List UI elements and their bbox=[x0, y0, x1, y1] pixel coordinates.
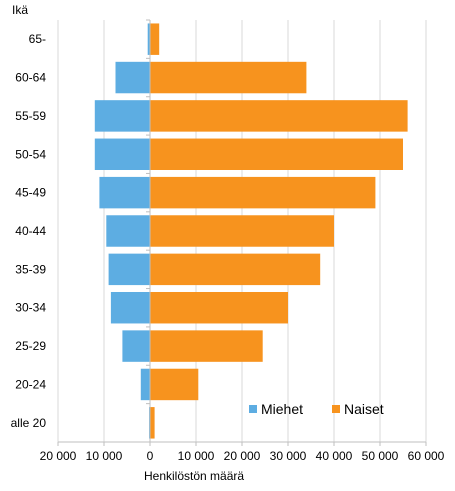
y-tick-label-0: 65- bbox=[29, 32, 46, 46]
y-tick-label-1: 60-64 bbox=[15, 71, 46, 85]
y-tick-label-7: 30-34 bbox=[15, 301, 46, 315]
x-axis-title: Henkilöstön määrä bbox=[144, 469, 244, 483]
legend-label-naiset: Naiset bbox=[344, 401, 384, 417]
bar-miehet-2 bbox=[94, 100, 150, 132]
bar-naiset-3 bbox=[150, 138, 403, 171]
x-tick-label-5: 30 000 bbox=[270, 449, 307, 463]
bar-miehet-4 bbox=[99, 176, 150, 209]
x-tick-label-4: 20 000 bbox=[224, 449, 261, 463]
x-tick-label-1: 10 000 bbox=[86, 449, 123, 463]
tick-labels: 65- 60-64 55-59 50-54 45-49 40-44 35-39 30-34 25… bbox=[11, 32, 445, 463]
x-tick-label-0: 20 000 bbox=[40, 449, 77, 463]
y-tick-label-10: alle 20 bbox=[11, 416, 47, 430]
y-tick-label-6: 35-39 bbox=[15, 262, 46, 276]
x-tick-label-7: 50 000 bbox=[362, 449, 399, 463]
legend-swatch-miehet bbox=[249, 405, 257, 413]
bar-miehet-5 bbox=[106, 215, 150, 247]
bar-miehet-0 bbox=[147, 23, 150, 55]
bars bbox=[94, 23, 408, 439]
bar-naiset-9 bbox=[150, 368, 199, 401]
bar-miehet-1 bbox=[115, 61, 150, 94]
bar-naiset-1 bbox=[150, 61, 307, 94]
bar-naiset-4 bbox=[150, 176, 376, 209]
bar-miehet-6 bbox=[108, 253, 150, 286]
y-tick-label-5: 40-44 bbox=[15, 224, 46, 238]
axes bbox=[57, 19, 427, 446]
bar-miehet-9 bbox=[140, 368, 150, 401]
bar-miehet-7 bbox=[110, 291, 150, 324]
bar-naiset-10 bbox=[150, 407, 155, 439]
legend-swatch-naiset bbox=[332, 405, 340, 413]
bar-naiset-7 bbox=[150, 291, 288, 324]
y-tick-label-3: 50-54 bbox=[15, 147, 46, 161]
x-tick-label-3: 10 000 bbox=[178, 449, 215, 463]
x-tick-label-2: 0 bbox=[147, 449, 154, 463]
x-tick-label-6: 40 000 bbox=[316, 449, 353, 463]
bar-naiset-5 bbox=[150, 215, 334, 247]
bar-miehet-3 bbox=[94, 138, 150, 171]
bar-naiset-6 bbox=[150, 253, 321, 286]
y-tick-label-2: 55-59 bbox=[15, 109, 46, 123]
bar-naiset-0 bbox=[150, 23, 160, 55]
bar-miehet-8 bbox=[122, 330, 150, 362]
bar-naiset-8 bbox=[150, 330, 263, 362]
y-tick-label-4: 45-49 bbox=[15, 186, 46, 200]
bar-naiset-2 bbox=[150, 100, 408, 132]
y-tick-label-9: 20-24 bbox=[15, 377, 46, 391]
legend: Miehet Naiset bbox=[249, 401, 384, 417]
y-tick-label-8: 25-29 bbox=[15, 339, 46, 353]
y-axis-title: Ikä bbox=[12, 3, 28, 17]
x-tick-label-8: 60 000 bbox=[408, 449, 445, 463]
legend-label-miehet: Miehet bbox=[261, 401, 303, 417]
